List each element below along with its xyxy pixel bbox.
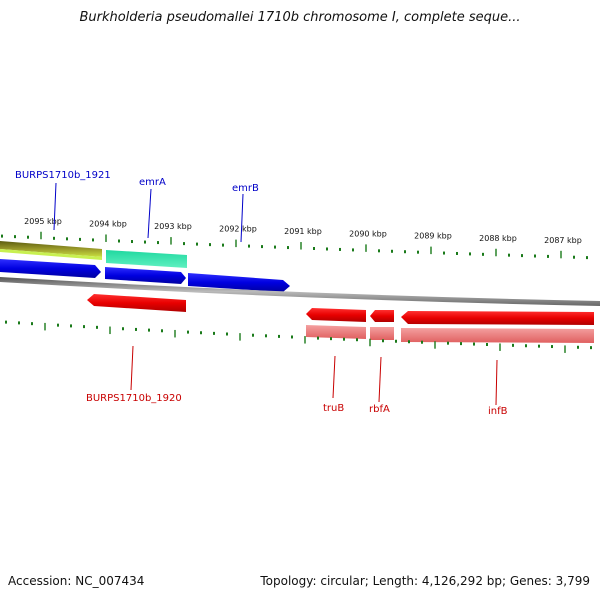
reverse-leader-lines [130,345,498,406]
kbp-label: 2094 kbp [89,219,127,228]
kbp-label: 2089 kbp [414,232,452,241]
gene-label-emra[interactable]: emrA [139,177,166,188]
topology-info-text: Topology: circular; Length: 4,126,292 bp… [260,574,590,588]
accession-text: Accession: NC_007434 [8,574,145,588]
reverse-gene-trub[interactable] [306,308,366,322]
feature-track-lime [0,249,102,260]
feature-track-olive [0,241,102,257]
feature-track-pink-infb [401,328,594,343]
gene-label-trub[interactable]: truB [323,403,344,414]
gene-label-burps1710b-1920[interactable]: BURPS1710b_1920 [86,393,182,404]
gene-label-burps1710b-1921[interactable]: BURPS1710b_1921 [15,170,111,181]
reverse-gene-rbfa[interactable] [370,310,394,322]
kbp-label: 2092 kbp [219,225,257,234]
forward-gene-emrb[interactable] [188,273,290,292]
forward-leader-lines [53,182,244,243]
reverse-gene-infb[interactable] [401,311,594,325]
kbp-label: 2093 kbp [154,222,192,231]
kbp-label: 2088 kbp [479,234,517,243]
reverse-gene-burps1710b-1920[interactable] [87,294,186,312]
kbp-label: 2090 kbp [349,229,387,238]
kbp-label: 2091 kbp [284,227,322,236]
feature-track-aqua [106,250,187,268]
kbp-ruler-labels: 2095 kbp 2094 kbp 2093 kbp 2092 kbp 2091 kbp… [24,217,582,245]
forward-gene-burps1710b-1921[interactable] [0,259,101,278]
kbp-label: 2095 kbp [24,217,62,226]
gene-label-rbfa[interactable]: rbfA [369,404,390,415]
inner-tick-ruler [5,320,592,353]
gene-label-infb[interactable]: infB [488,406,508,417]
feature-track-pink-trub [306,325,366,339]
gene-label-emrb[interactable]: emrB [232,183,259,194]
kbp-label: 2087 kbp [544,236,582,245]
outer-tick-ruler [1,231,588,260]
chromosome-backbone [0,277,600,306]
feature-track-pink-rbfa [370,327,394,340]
map-title: Burkholderia pseudomallei 1710b chromoso… [79,10,521,25]
forward-gene-emra[interactable] [105,267,186,284]
